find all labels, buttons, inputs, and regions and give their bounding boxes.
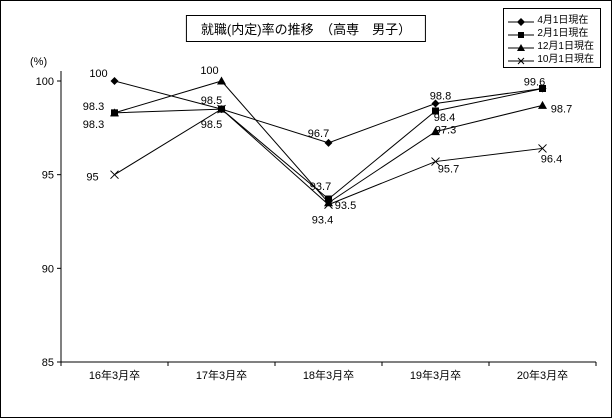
legend-item-feb1: 2月1日現在 <box>508 25 594 39</box>
diamond-marker <box>324 138 333 147</box>
data-label: 98.7 <box>551 103 572 115</box>
x-category-label: 20年3月卒 <box>517 368 568 382</box>
y-tick-label: 90 <box>42 263 54 275</box>
legend: 4月1日現在 2月1日現在 12月1日現在 10月1日現在 <box>503 8 601 68</box>
square-marker <box>432 107 439 115</box>
series-x: 95 93.4 95.7 96.4 <box>86 104 562 227</box>
legend-label: 10月1日現在 <box>537 54 594 65</box>
x-category-label: 19年3月卒 <box>410 368 461 382</box>
data-label: 95 <box>86 172 98 184</box>
data-label: 97.3 <box>435 125 456 137</box>
data-label: 93.7 <box>310 181 331 193</box>
data-label: 100 <box>89 68 107 80</box>
y-tick-label: 95 <box>42 170 54 182</box>
axes <box>57 71 597 366</box>
data-label: 98.3 <box>83 101 104 113</box>
data-label: 96.4 <box>541 153 562 165</box>
legend-item-dec1: 12月1日現在 <box>508 38 594 52</box>
y-axis-unit-label: (%) <box>30 56 48 68</box>
data-label: 98.3 <box>83 119 104 131</box>
triangle-marker <box>110 108 119 117</box>
legend-item-apr1: 4月1日現在 <box>508 12 594 26</box>
diamond-marker <box>110 77 119 85</box>
x-marker <box>110 170 119 180</box>
axis-tick-labels: 100 95 90 85 16年3月卒 17年3月卒 18年3月卒 19年3月卒 20年3月卒 <box>36 76 569 382</box>
data-label: 98.8 <box>430 90 451 102</box>
data-label: 96.7 <box>308 128 329 140</box>
legend-label: 4月1日現在 <box>537 15 589 26</box>
x-category-label: 18年3月卒 <box>303 368 354 382</box>
triangle-marker <box>538 100 547 109</box>
triangle-marker <box>217 76 226 85</box>
diamond-marker <box>431 99 440 108</box>
x-marker <box>324 200 333 209</box>
data-label: 98.5 <box>201 119 222 131</box>
data-label: 93.5 <box>335 200 356 212</box>
x-marker <box>431 157 440 166</box>
x-icon <box>508 53 535 64</box>
legend-label: 2月1日現在 <box>537 28 589 39</box>
data-label: 98.5 <box>201 95 222 107</box>
triangle-icon <box>508 40 535 51</box>
data-label: 93.4 <box>312 215 333 227</box>
square-icon <box>508 27 535 38</box>
data-label: 95.7 <box>438 164 459 176</box>
x-marker <box>217 104 226 114</box>
y-tick-label: 100 <box>36 76 54 88</box>
data-label: 100 <box>200 65 218 77</box>
diamond-icon <box>508 14 535 26</box>
x-category-label: 16年3月卒 <box>89 368 140 382</box>
x-marker <box>538 144 547 153</box>
x-category-label: 17年3月卒 <box>196 368 247 382</box>
legend-label: 12月1日現在 <box>537 41 594 52</box>
series-square: 98.3 98.5 93.7 98.4 <box>83 84 546 203</box>
legend-item-oct1: 10月1日現在 <box>508 51 594 65</box>
series-triangle: 98.3 100 93.5 97.3 98.7 <box>83 65 572 212</box>
triangle-marker <box>431 127 440 136</box>
y-tick-label: 85 <box>42 357 54 369</box>
square-marker <box>539 84 546 92</box>
chart-title: 就職(内定)率の推移 （高専 男子） <box>185 15 427 42</box>
data-label: 98.4 <box>434 112 455 124</box>
